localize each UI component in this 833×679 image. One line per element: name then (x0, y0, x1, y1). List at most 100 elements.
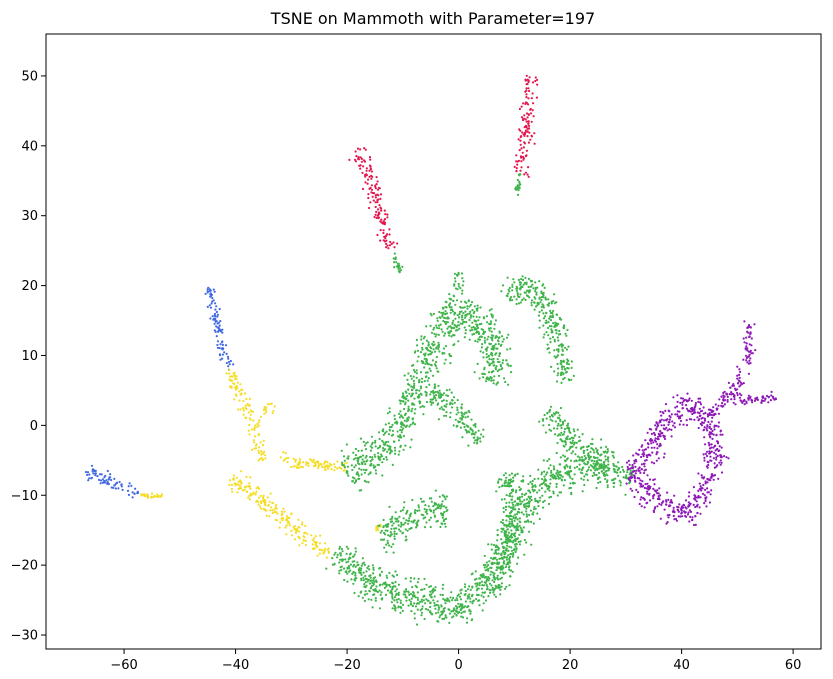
data-point (489, 573, 492, 576)
data-point (438, 327, 441, 330)
data-point (501, 367, 504, 370)
data-point (653, 433, 657, 437)
data-point (511, 476, 515, 479)
data-point (247, 411, 250, 414)
data-point (519, 540, 522, 543)
data-point (642, 455, 645, 458)
data-point (263, 406, 267, 409)
data-point (465, 321, 468, 324)
data-point (304, 543, 307, 547)
data-point (436, 319, 439, 322)
data-point (515, 302, 518, 306)
data-point (555, 329, 558, 332)
x-tick-label: −20 (333, 658, 360, 673)
data-point (285, 515, 289, 518)
data-point (460, 418, 463, 421)
data-point (397, 270, 400, 273)
data-point (464, 310, 467, 313)
data-point (619, 481, 622, 484)
data-point (407, 399, 410, 402)
data-point (354, 565, 357, 569)
data-point (545, 331, 548, 334)
data-point (513, 281, 516, 284)
data-point (711, 473, 714, 476)
data-point (631, 489, 634, 492)
data-point (654, 440, 658, 443)
data-point (713, 428, 716, 431)
data-point (445, 411, 448, 414)
cluster-green (485, 472, 531, 596)
data-point (550, 329, 554, 332)
data-point (596, 468, 599, 471)
data-point (267, 504, 270, 507)
data-point (756, 398, 760, 401)
data-point (410, 603, 413, 606)
data-point (101, 478, 104, 481)
data-point (658, 421, 661, 424)
data-point (377, 213, 380, 216)
data-point (385, 242, 388, 245)
data-point (505, 476, 508, 479)
data-point (399, 428, 402, 432)
data-point (634, 480, 637, 483)
data-point (382, 220, 385, 223)
data-point (556, 441, 559, 445)
data-point (660, 424, 663, 427)
data-point (543, 475, 546, 478)
data-point (518, 524, 521, 527)
data-point (427, 344, 430, 347)
data-point (449, 325, 452, 328)
data-point (379, 566, 382, 570)
data-point (518, 187, 521, 190)
data-point (706, 460, 709, 463)
data-point (497, 585, 500, 588)
data-point (441, 330, 444, 333)
data-point (569, 441, 572, 444)
data-point (565, 348, 569, 351)
data-point (505, 585, 508, 588)
data-point (391, 585, 395, 589)
data-point (508, 558, 511, 561)
data-point (389, 585, 392, 588)
data-point (530, 134, 533, 137)
data-point (427, 377, 430, 380)
data-point (750, 399, 754, 402)
data-point (521, 131, 524, 134)
data-point (526, 130, 529, 133)
data-point (371, 195, 374, 198)
data-point (418, 393, 421, 397)
data-point (352, 565, 355, 568)
data-point (692, 523, 696, 527)
data-point (282, 451, 285, 454)
data-point (443, 316, 446, 319)
data-point (475, 315, 478, 318)
data-point (248, 423, 251, 427)
data-point (430, 497, 433, 500)
data-point (375, 580, 378, 584)
data-point (131, 496, 134, 499)
data-point (657, 435, 660, 438)
data-point (525, 120, 528, 123)
data-point (399, 269, 402, 272)
data-point (750, 344, 753, 347)
data-point (709, 493, 712, 496)
data-point (685, 400, 689, 403)
data-point (379, 444, 382, 447)
data-point (411, 586, 414, 589)
data-point (363, 147, 366, 150)
data-point (443, 617, 446, 621)
data-point (557, 333, 561, 336)
data-point (353, 481, 356, 484)
data-point (383, 586, 386, 590)
data-point (712, 457, 716, 460)
data-point (442, 519, 445, 523)
data-point (510, 498, 513, 501)
data-point (436, 504, 439, 507)
data-point (535, 293, 538, 296)
data-point (493, 577, 496, 580)
data-point (365, 454, 368, 458)
data-point (422, 599, 425, 602)
data-point (393, 607, 396, 610)
data-point (516, 537, 519, 541)
data-point (415, 602, 418, 605)
